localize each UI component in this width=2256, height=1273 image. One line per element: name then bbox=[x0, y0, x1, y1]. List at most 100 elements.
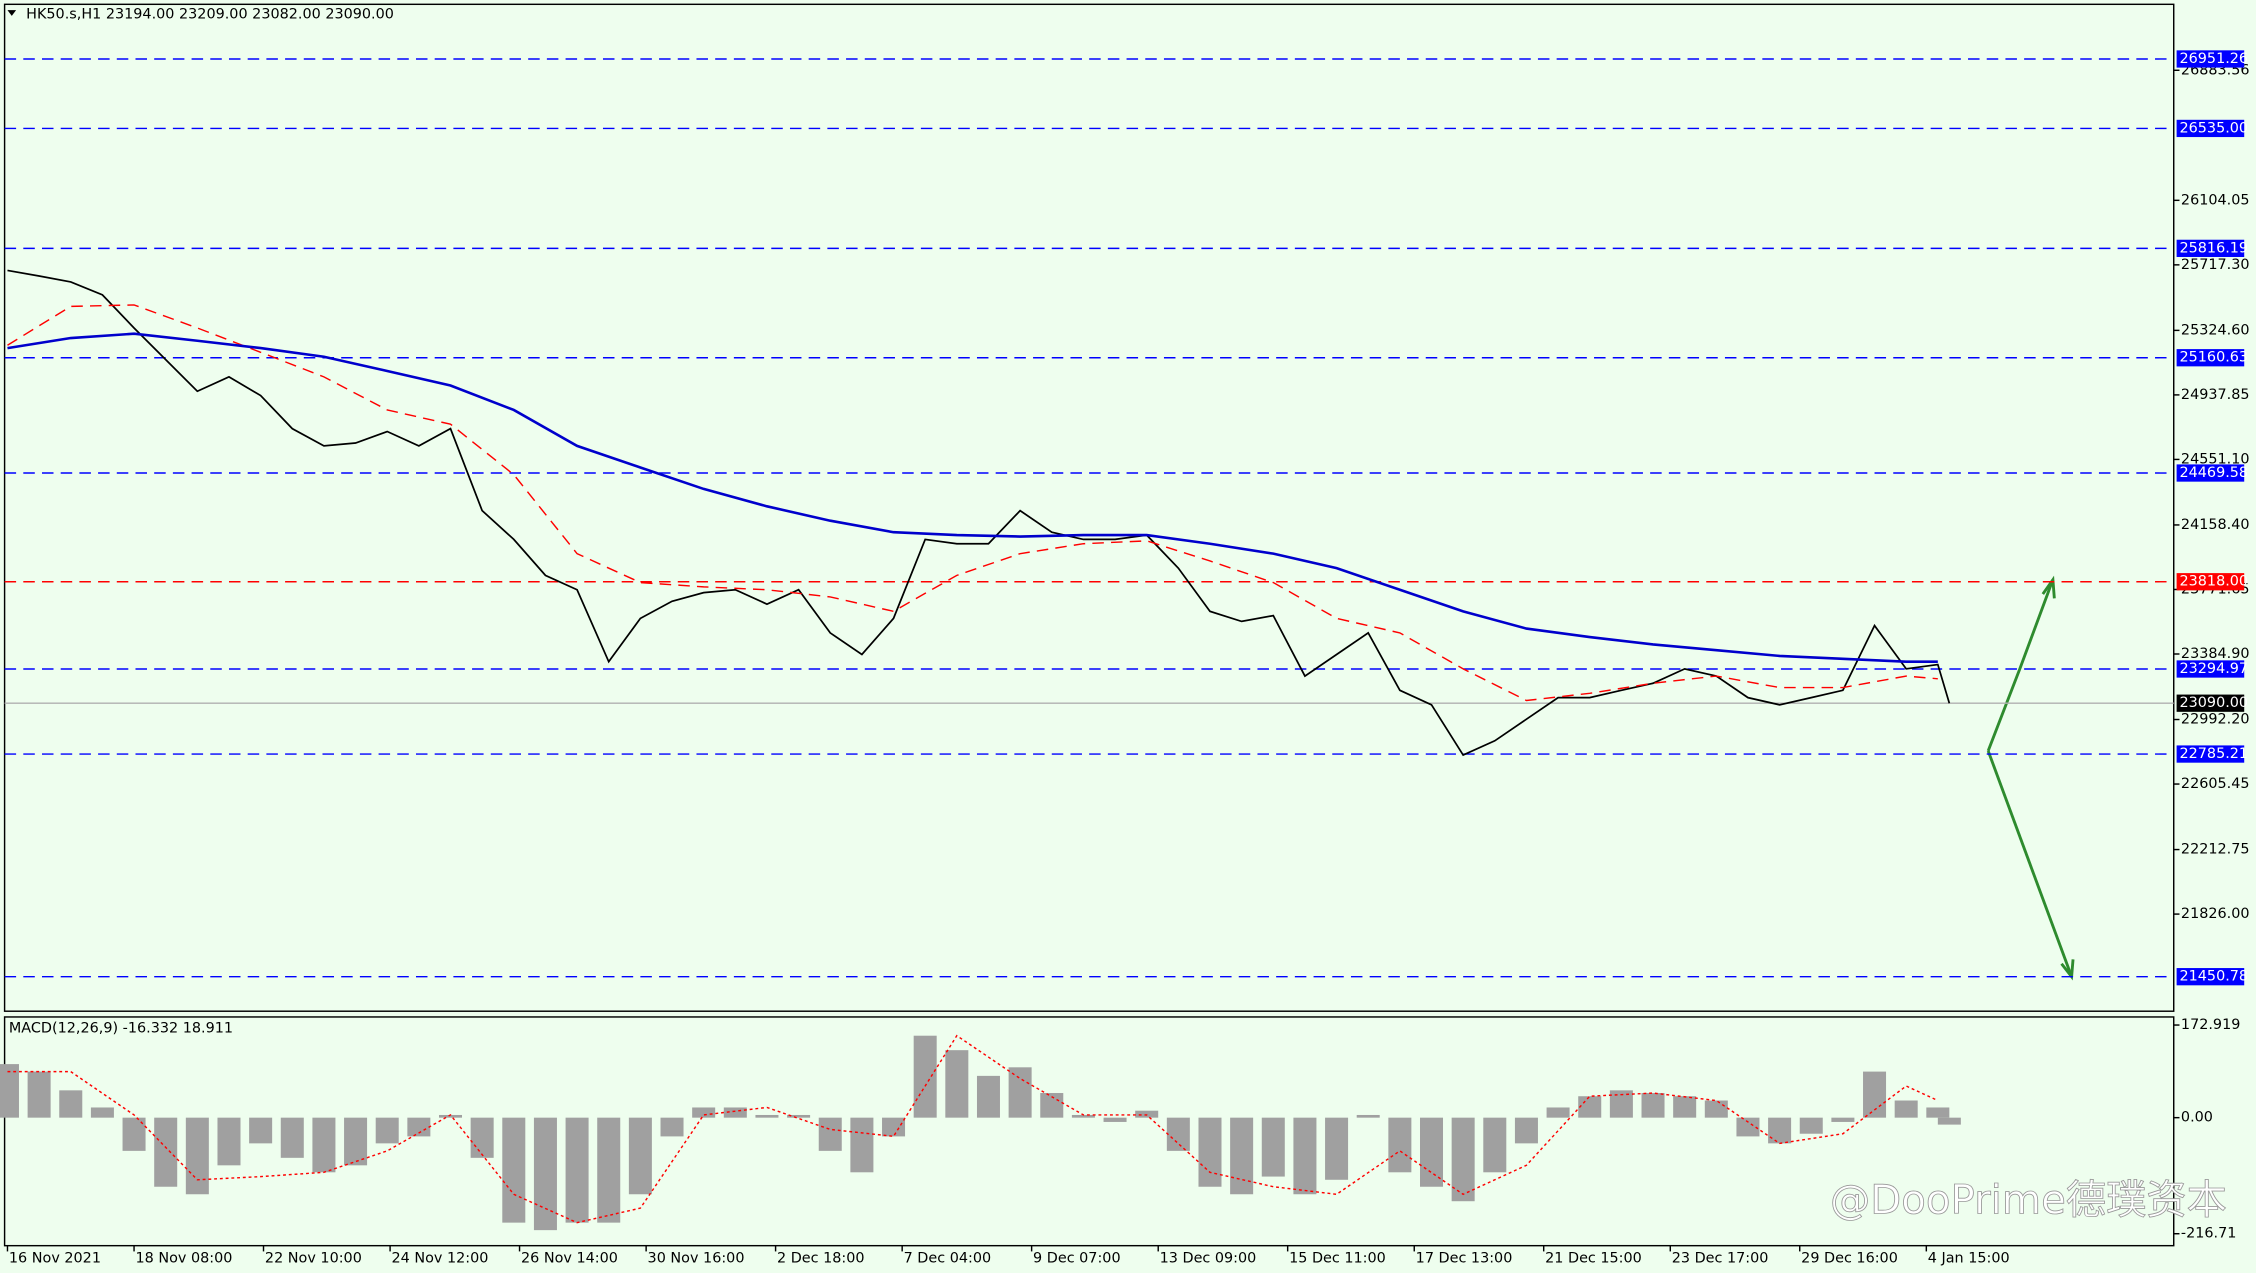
histogram-bar bbox=[1135, 1110, 1159, 1118]
level-label-box bbox=[2176, 349, 2245, 367]
histogram-bar bbox=[913, 1035, 937, 1118]
level-label: 23294.97 bbox=[2179, 661, 2248, 677]
y-tick-label: 22992.20 bbox=[2181, 712, 2250, 728]
price-panel bbox=[3, 3, 2175, 1012]
arrow-up bbox=[1986, 579, 2055, 752]
histogram-bar bbox=[1768, 1117, 1792, 1144]
histogram-bar bbox=[628, 1117, 652, 1195]
histogram-bar bbox=[1198, 1117, 1222, 1187]
x-tick-label: 26 Nov 14:00 bbox=[521, 1251, 618, 1267]
x-tick-label: 2 Dec 18:00 bbox=[777, 1251, 865, 1267]
y-tick-label: 25717.30 bbox=[2181, 257, 2250, 273]
x-tick-label: 24 Nov 12:00 bbox=[392, 1251, 489, 1267]
level-label: 25160.63 bbox=[2179, 350, 2248, 366]
level-label: 26535.00 bbox=[2179, 120, 2248, 136]
histogram-bar bbox=[1704, 1100, 1728, 1118]
level-label-box bbox=[2176, 968, 2245, 986]
series-line bbox=[7, 332, 1938, 663]
x-tick-label: 18 Nov 08:00 bbox=[135, 1251, 232, 1267]
histogram-bar bbox=[1166, 1117, 1190, 1151]
level-label: 23090.00 bbox=[2179, 695, 2248, 711]
x-tick-label: 21 Dec 15:00 bbox=[1545, 1251, 1642, 1267]
y-tick-label: 24158.40 bbox=[2181, 517, 2250, 533]
histogram-bar bbox=[154, 1117, 178, 1187]
level-label: 23818.00 bbox=[2179, 574, 2248, 590]
histogram-bar bbox=[1926, 1107, 1950, 1118]
forecast-arrows bbox=[1986, 575, 2075, 981]
histogram-bar bbox=[407, 1117, 431, 1137]
x-tick-label: 15 Dec 11:00 bbox=[1289, 1251, 1386, 1267]
x-tick-label: 16 Nov 2021 bbox=[9, 1251, 101, 1267]
y-tick-label: 24551.10 bbox=[2181, 451, 2250, 467]
histogram-bar bbox=[1673, 1096, 1697, 1118]
x-tick-label: 30 Nov 16:00 bbox=[648, 1251, 745, 1267]
x-tick-label: 13 Dec 09:00 bbox=[1160, 1251, 1257, 1267]
menu-triangle bbox=[7, 10, 17, 16]
histogram-bar bbox=[217, 1117, 241, 1166]
level-label-box bbox=[2176, 660, 2245, 678]
chart-title: HK50.s,H1 23194.00 23209.00 23082.00 230… bbox=[26, 6, 394, 22]
histogram-bar bbox=[692, 1107, 716, 1118]
histogram-bar bbox=[1419, 1117, 1444, 1187]
macd-panel bbox=[3, 1016, 2175, 1247]
histogram-bar bbox=[945, 1050, 969, 1118]
histogram-bar bbox=[1356, 1114, 1380, 1118]
y-tick-label: 172.919 bbox=[2181, 1017, 2240, 1033]
histogram-bar bbox=[818, 1117, 842, 1151]
histogram-bar bbox=[1071, 1114, 1095, 1118]
x-tick-label: 7 Dec 04:00 bbox=[904, 1251, 992, 1267]
histogram-bar bbox=[565, 1117, 589, 1223]
histogram-bar bbox=[1863, 1071, 1887, 1118]
histogram-bar bbox=[1799, 1117, 1823, 1134]
y-tick-label: 24937.85 bbox=[2181, 387, 2250, 403]
histogram-bar bbox=[850, 1117, 874, 1173]
series-line bbox=[7, 1034, 1939, 1224]
histogram-bar bbox=[375, 1117, 399, 1144]
y-tick-label: 22212.75 bbox=[2181, 842, 2250, 858]
histogram-bar bbox=[1451, 1117, 1475, 1202]
histogram-bar bbox=[1040, 1093, 1064, 1118]
x-tick-label: 29 Dec 16:00 bbox=[1801, 1251, 1898, 1267]
histogram-bar bbox=[344, 1117, 368, 1166]
x-tick-label: 4 Jan 15:00 bbox=[1928, 1251, 2010, 1267]
histogram-bar bbox=[1546, 1107, 1570, 1118]
histogram-bar bbox=[1736, 1117, 1760, 1137]
histogram-bar bbox=[755, 1114, 779, 1118]
histogram-bar bbox=[723, 1107, 747, 1118]
histogram-bar bbox=[1293, 1117, 1317, 1195]
histogram-bar bbox=[787, 1114, 811, 1118]
arrow-down bbox=[1986, 750, 2073, 978]
watermark: @DooPrime德璞资本 bbox=[1830, 1178, 2227, 1224]
x-tick-label: 22 Nov 10:00 bbox=[265, 1251, 362, 1267]
histogram-bar bbox=[976, 1075, 1000, 1118]
level-label-box bbox=[2176, 239, 2245, 257]
level-label-box bbox=[2176, 694, 2245, 712]
histogram-bar bbox=[470, 1117, 494, 1158]
level-label-box bbox=[2176, 464, 2245, 482]
y-tick-label: 0.00 bbox=[2181, 1110, 2213, 1126]
histogram-bar bbox=[1325, 1117, 1349, 1180]
histogram-bar bbox=[660, 1117, 684, 1137]
histogram-bar bbox=[249, 1117, 273, 1144]
histogram-bar bbox=[1641, 1093, 1665, 1118]
histogram-bar bbox=[122, 1117, 146, 1151]
histogram-bar bbox=[1261, 1117, 1285, 1177]
level-label: 22785.21 bbox=[2179, 746, 2248, 762]
level-label: 21450.78 bbox=[2179, 969, 2248, 985]
level-label-box bbox=[2176, 573, 2245, 591]
y-tick-label: 23384.90 bbox=[2181, 646, 2250, 662]
histogram-bar bbox=[1483, 1117, 1507, 1173]
y-tick-label: 25324.60 bbox=[2181, 322, 2250, 338]
histogram-bar bbox=[59, 1090, 83, 1118]
series-line bbox=[7, 304, 1938, 702]
level-label-box bbox=[2176, 745, 2245, 763]
histogram-bar bbox=[27, 1071, 51, 1118]
y-tick-label: -216.71 bbox=[2181, 1226, 2237, 1242]
histogram-bar bbox=[438, 1114, 463, 1118]
y-tick-label: 26104.05 bbox=[2181, 192, 2250, 208]
histogram-bar bbox=[280, 1117, 304, 1158]
histogram-bar bbox=[1937, 1117, 1961, 1125]
